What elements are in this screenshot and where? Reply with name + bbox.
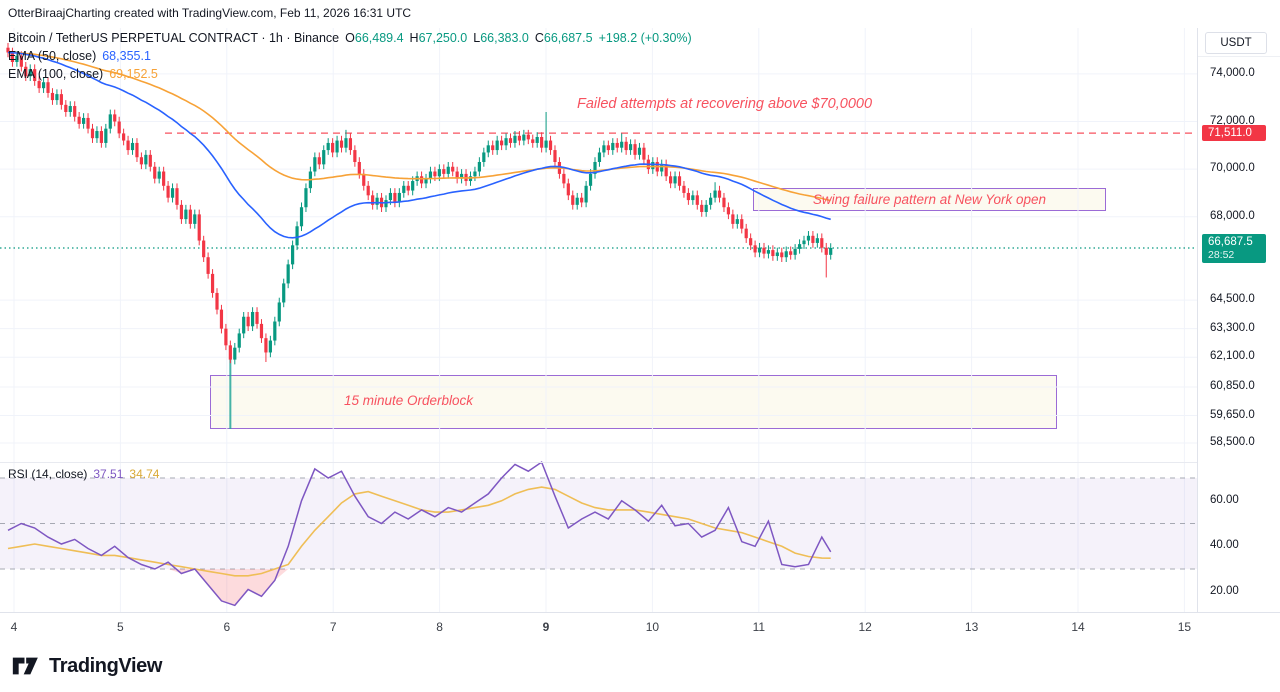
ohlc-low: L66,383.0	[473, 31, 529, 45]
rsi-legend[interactable]: RSI (14, close) 37.51 34.74	[8, 467, 159, 481]
tradingview-logo-text: TradingView	[49, 654, 163, 677]
usdt-button[interactable]: USDT	[1205, 32, 1267, 54]
price-axis-label: 58,500.0	[1210, 435, 1255, 448]
price-axis-label: 68,000.0	[1210, 209, 1255, 222]
ema50-line[interactable]	[7, 51, 831, 239]
attribution-text: OtterBiraajCharting created with Trading…	[8, 6, 412, 20]
price-axis-label: 74,000.0	[1210, 66, 1255, 79]
candlestick-series[interactable]	[6, 42, 833, 365]
price-change: +198.2 (+0.30%)	[598, 31, 692, 45]
rsi-ma-value: 34.74	[129, 467, 160, 481]
price-axis[interactable]: USDT 74,000.0 72,000.0 70,000.0 68,000.0 64,…	[1197, 28, 1280, 640]
symbol-legend[interactable]: Bitcoin / TetherUS PERPETUAL CONTRACT · …	[8, 31, 692, 45]
rsi-band	[0, 477, 1197, 570]
rsi-axis-label: 60.00	[1210, 493, 1239, 506]
ema50-legend[interactable]: EMA (50, close) 68,355.1	[8, 49, 151, 63]
ohlc-high: H67,250.0	[409, 31, 468, 45]
time-axis-label: 8	[436, 620, 443, 634]
time-axis-label: 10	[645, 620, 660, 634]
price-axis-label: 62,100.0	[1210, 350, 1255, 363]
rsi-oversold-fill	[8, 569, 831, 606]
time-axis-label: 6	[223, 620, 231, 634]
last-price-badge[interactable]: 66,687.5 28:52	[1202, 234, 1266, 263]
symbol-title: Bitcoin / TetherUS PERPETUAL CONTRACT · …	[8, 31, 340, 45]
time-axis-label: 12	[858, 620, 872, 634]
tradingview-logo[interactable]: TradingView	[12, 655, 162, 678]
time-axis-label: 4	[10, 620, 18, 634]
ema100-label: EMA (100, close)	[8, 67, 104, 81]
price-axis-label: 72,000.0	[1210, 114, 1255, 127]
time-axis-label: 7	[329, 620, 337, 634]
ema100-value: 69,152.5	[109, 67, 158, 81]
time-axis-label: 5	[117, 620, 124, 634]
rsi-line[interactable]	[7, 460, 832, 607]
rsi-axis-label: 40.00	[1210, 539, 1239, 552]
price-axis-label: 70,000.0	[1210, 162, 1255, 175]
annotation-swing-failure[interactable]: Swing failure pattern at New York open	[812, 192, 1047, 207]
tradingview-logo-icon	[12, 657, 38, 675]
time-axis-label: 11	[752, 620, 766, 634]
price-axis-label: 64,500.0	[1210, 293, 1255, 306]
swing-failure-box[interactable]	[753, 188, 1106, 211]
ema50-label: EMA (50, close)	[8, 49, 97, 63]
pane-separator[interactable]	[0, 462, 1280, 463]
ema100-line[interactable]	[7, 51, 831, 202]
rsi-axis-label: 20.00	[1210, 584, 1239, 597]
time-axis-label: 9	[542, 620, 550, 634]
gridlines	[0, 28, 1197, 612]
annotation-failed-attempts[interactable]: Failed attempts at recovering above $70,…	[577, 96, 873, 112]
ohlc-close: C66,687.5	[534, 31, 593, 45]
axis-separator	[1198, 56, 1280, 57]
orderblock-box[interactable]	[210, 375, 1057, 429]
time-axis-label: 15	[1177, 620, 1192, 634]
ema50-value: 68,355.1	[102, 49, 151, 63]
annotation-orderblock[interactable]: 15 minute Orderblock	[344, 393, 474, 408]
ema100-legend[interactable]: EMA (100, close) 69,152.5	[8, 67, 158, 81]
time-axis[interactable]: 4 5 6 7 8 9 10 11 12 13 14 15	[0, 612, 1280, 641]
price-axis-label: 60,850.0	[1210, 379, 1255, 392]
alert-price-badge[interactable]: 71,511.0	[1202, 125, 1266, 142]
time-axis-label: 14	[1071, 620, 1085, 634]
rsi-legend-label: RSI (14, close)	[8, 467, 88, 481]
ohlc-open: O66,489.4	[345, 31, 404, 45]
bar-countdown: 28:52	[1208, 248, 1235, 261]
price-axis-label: 59,650.0	[1210, 408, 1255, 421]
footer-bar: TradingView	[0, 640, 1280, 692]
time-axis-label: 13	[964, 620, 979, 634]
price-axis-label: 63,300.0	[1210, 321, 1255, 334]
rsi-value: 37.51	[93, 467, 124, 481]
